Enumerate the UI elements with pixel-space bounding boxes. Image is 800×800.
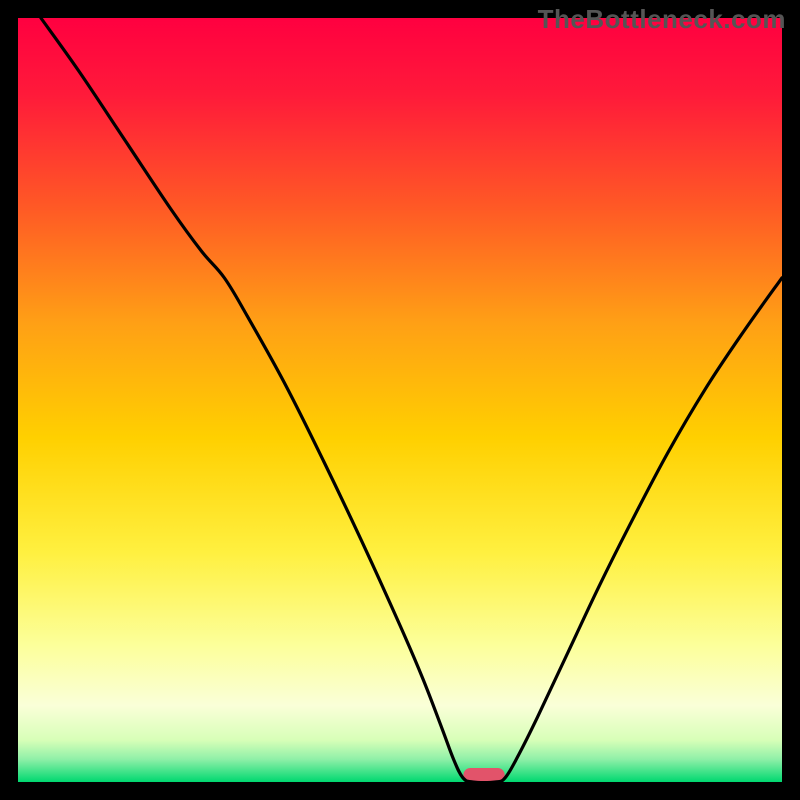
attribution-label: TheBottleneck.com xyxy=(538,4,786,35)
optimal-marker xyxy=(463,768,504,782)
plot-background xyxy=(18,18,782,782)
chart-container: TheBottleneck.com xyxy=(0,0,800,800)
bottleneck-chart xyxy=(0,0,800,800)
